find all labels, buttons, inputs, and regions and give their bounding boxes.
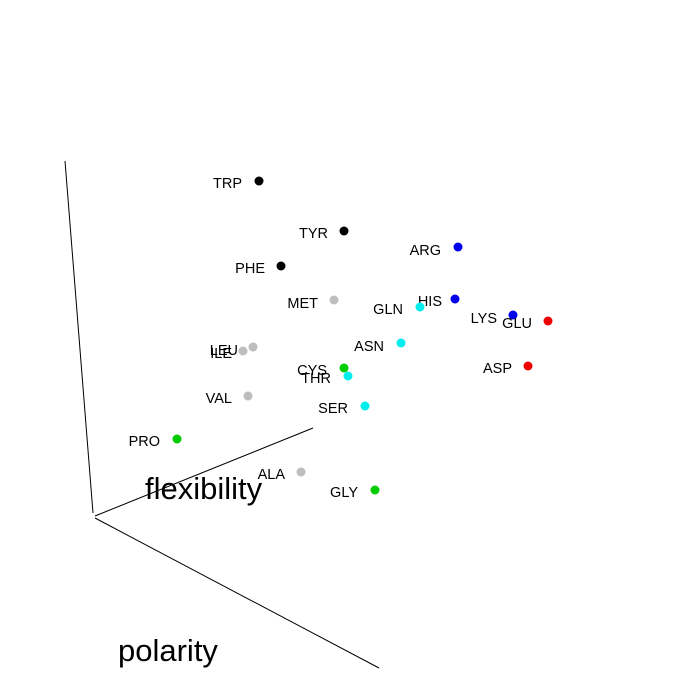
point-label-gln: GLN <box>373 302 403 318</box>
point-lys <box>508 310 518 320</box>
point-label-leu: LEU <box>210 343 238 359</box>
point-label-val: VAL <box>206 391 232 407</box>
point-trp <box>254 176 264 186</box>
point-label-arg: ARG <box>410 243 441 259</box>
point-ala <box>296 467 306 477</box>
point-tyr <box>339 226 349 236</box>
point-ile <box>238 346 248 356</box>
point-label-asp: ASP <box>483 361 512 377</box>
point-label-cys: CYS <box>297 363 327 379</box>
point-his <box>450 294 460 304</box>
point-met <box>329 295 339 305</box>
point-label-ile: ILE <box>210 346 232 362</box>
axis-vertical <box>64 160 94 514</box>
point-leu <box>248 342 258 352</box>
axis-polarity <box>94 517 380 669</box>
point-label-lys: LYS <box>471 311 497 327</box>
point-label-thr: THR <box>301 371 331 387</box>
point-gly <box>370 485 380 495</box>
point-glu <box>543 316 553 326</box>
point-asn <box>396 338 406 348</box>
point-label-gly: GLY <box>330 485 358 501</box>
point-label-ala: ALA <box>258 467 286 483</box>
point-thr <box>343 371 353 381</box>
point-label-trp: TRP <box>213 176 242 192</box>
point-label-tyr: TYR <box>299 226 328 242</box>
point-label-asn: ASN <box>354 339 384 355</box>
axis-title-polarity: polarity <box>118 633 218 668</box>
point-pro <box>172 434 182 444</box>
point-label-met: MET <box>287 296 318 312</box>
point-asp <box>523 361 533 371</box>
axis-flexibility <box>94 427 314 517</box>
point-arg <box>453 242 463 252</box>
point-val <box>243 391 253 401</box>
point-label-ser: SER <box>318 401 348 417</box>
point-label-phe: PHE <box>235 261 265 277</box>
point-phe <box>276 261 286 271</box>
axis-title-flexibility: flexibility <box>145 471 263 506</box>
point-cys <box>339 363 349 373</box>
point-gln <box>415 302 425 312</box>
point-label-pro: PRO <box>129 434 160 450</box>
point-label-glu: GLU <box>502 316 532 332</box>
point-ser <box>360 401 370 411</box>
